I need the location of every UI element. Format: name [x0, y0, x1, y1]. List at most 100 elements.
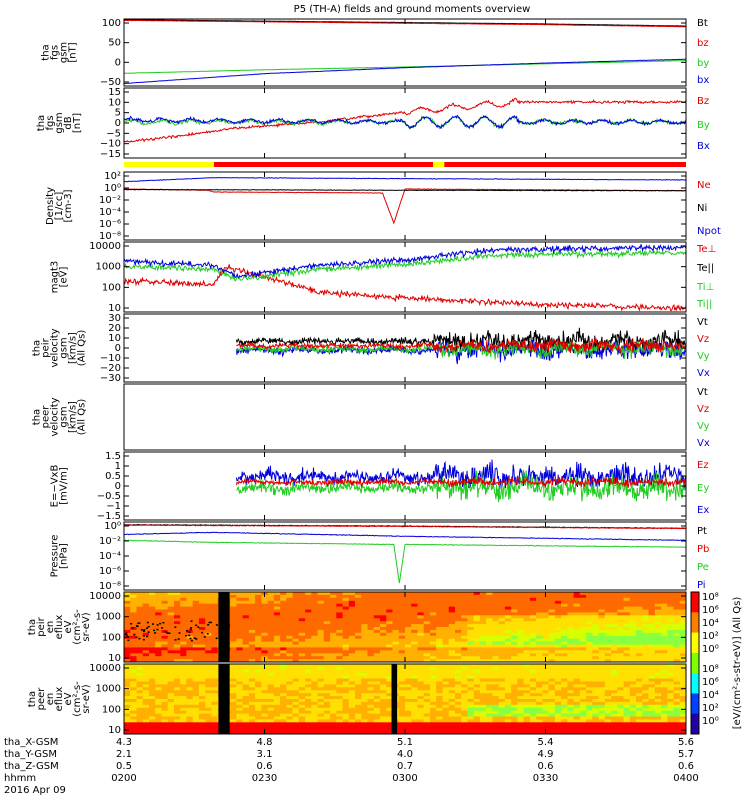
- spectrogram-cell: [311, 597, 319, 602]
- spectrogram-cell: [186, 600, 194, 605]
- spectrogram-cell: [367, 597, 375, 602]
- spectrogram-cell: [261, 618, 269, 622]
- spectrogram-cell: [186, 624, 194, 628]
- spectrogram-cell: [617, 653, 625, 657]
- spectrogram-cell: [398, 635, 406, 640]
- spectrogram-cell: [648, 681, 656, 685]
- spectrogram-cell: [167, 618, 175, 622]
- spectrogram-cell: [198, 678, 206, 683]
- spectrogram-cell: [142, 722, 150, 726]
- spectrogram-cell: [529, 725, 537, 729]
- spectrogram-cell: [267, 690, 275, 694]
- spectrogram-cell: [611, 606, 618, 611]
- spectrogram-cell: [504, 693, 512, 697]
- x-row-value: 4.8: [257, 737, 273, 748]
- spectrogram-cell: [548, 627, 556, 631]
- spectrogram-cell: [236, 684, 244, 688]
- spectrogram-cell: [286, 710, 294, 715]
- spectrogram-cell: [342, 644, 350, 648]
- spectrogram-cell: [186, 641, 194, 646]
- spectrogram-cell: [498, 731, 506, 734]
- spectrogram-cell: [149, 606, 156, 611]
- spectrogram-cell: [498, 632, 506, 637]
- spectrogram-cell: [192, 638, 200, 643]
- spectrogram-cell: [461, 609, 468, 613]
- spectrogram-cell: [492, 592, 500, 596]
- spectrogram-cell: [405, 641, 412, 646]
- spectrogram-cell: [648, 650, 656, 654]
- spectrogram-cell: [498, 666, 506, 671]
- spectrogram-cell: [461, 632, 468, 637]
- spectrogram-cell: [479, 609, 487, 613]
- spectrogram-cell: [629, 606, 637, 611]
- spectrogram-cell: [486, 678, 493, 683]
- spectrogram-cell: [523, 664, 531, 668]
- spectrogram-cell: [367, 624, 375, 628]
- spectrogram-cell: [623, 647, 631, 651]
- spectrogram-cell: [611, 615, 618, 619]
- spectrogram-cell: [342, 681, 350, 685]
- spectrogram-cell: [261, 710, 269, 715]
- spectrogram-cell: [298, 600, 306, 605]
- spectrogram-cell: [561, 609, 568, 613]
- spectrogram-cell: [461, 600, 468, 605]
- spectrogram-cell: [623, 627, 631, 631]
- spectrogram-cell: [498, 696, 506, 700]
- spectrogram-cell: [142, 710, 150, 715]
- spectrogram-cell: [486, 647, 493, 651]
- spectrogram-cell: [161, 647, 169, 651]
- spectrogram-cell: [298, 618, 306, 622]
- x-row-label: hhmm: [4, 773, 36, 784]
- spectrogram-cell: [455, 728, 462, 732]
- spectrogram-cell: [192, 701, 200, 706]
- spectrogram-cell: [661, 690, 668, 694]
- spectrogram-cell: [567, 664, 575, 668]
- spectrogram-cell: [642, 629, 650, 634]
- panel-peer_spectrogram: thapeerenefluxeV(cm²-s-sr-eV)10000100010…: [27, 663, 687, 736]
- spectrogram-cell: [455, 600, 462, 605]
- spectrogram-cell: [673, 681, 681, 685]
- y-label-line: sr-eV): [81, 612, 92, 641]
- spectrogram-cell: [161, 681, 169, 685]
- spectrogram-cell: [523, 731, 531, 734]
- spectrogram-cell: [230, 722, 237, 726]
- spectrogram-cell: [130, 725, 137, 729]
- spectrogram-cell: [486, 664, 493, 668]
- spectrogram-cell: [392, 624, 400, 628]
- spectrogram-cell: [461, 627, 468, 631]
- data-gap: [218, 592, 230, 662]
- spectrogram-cell: [342, 594, 350, 599]
- spectrogram-cell: [180, 592, 187, 596]
- spectrogram-cell: [248, 612, 256, 616]
- spectrogram-cell: [523, 710, 531, 715]
- spectrogram-cell: [648, 699, 656, 703]
- spectrogram-cell: [242, 592, 250, 596]
- spectrogram-cell: [292, 725, 300, 729]
- spectrogram-cell: [654, 713, 662, 718]
- spectrogram-cell: [273, 696, 281, 700]
- spectrogram-cell: [386, 687, 394, 691]
- spectrogram-cell: [342, 635, 350, 640]
- spectrogram-cell: [461, 603, 468, 608]
- spectrogram-cell: [592, 659, 600, 662]
- spectrogram-cell: [492, 713, 500, 718]
- spectrogram-cell: [373, 644, 381, 648]
- spectrogram-cell: [536, 659, 543, 662]
- spectrogram-cell: [198, 592, 206, 596]
- spectrogram-cell: [554, 635, 562, 640]
- spectrogram-cell: [386, 609, 394, 613]
- spectrogram-cell: [561, 728, 568, 732]
- spectrogram-cell: [361, 641, 369, 646]
- spectrogram-cell: [292, 615, 300, 619]
- spectrogram-cell: [398, 615, 406, 619]
- spectrogram-cell: [611, 592, 618, 596]
- spectrogram-cell: [636, 592, 643, 596]
- spectrogram-cell: [167, 716, 175, 720]
- spectrogram-cell: [198, 641, 206, 646]
- spectrogram-cell: [355, 719, 362, 723]
- spectrogram-cell: [174, 597, 181, 602]
- spectrogram-cell: [473, 641, 481, 646]
- spectrogram-cell: [355, 713, 362, 718]
- spectrogram-cell: [604, 600, 612, 605]
- spectrogram-cell: [174, 696, 181, 700]
